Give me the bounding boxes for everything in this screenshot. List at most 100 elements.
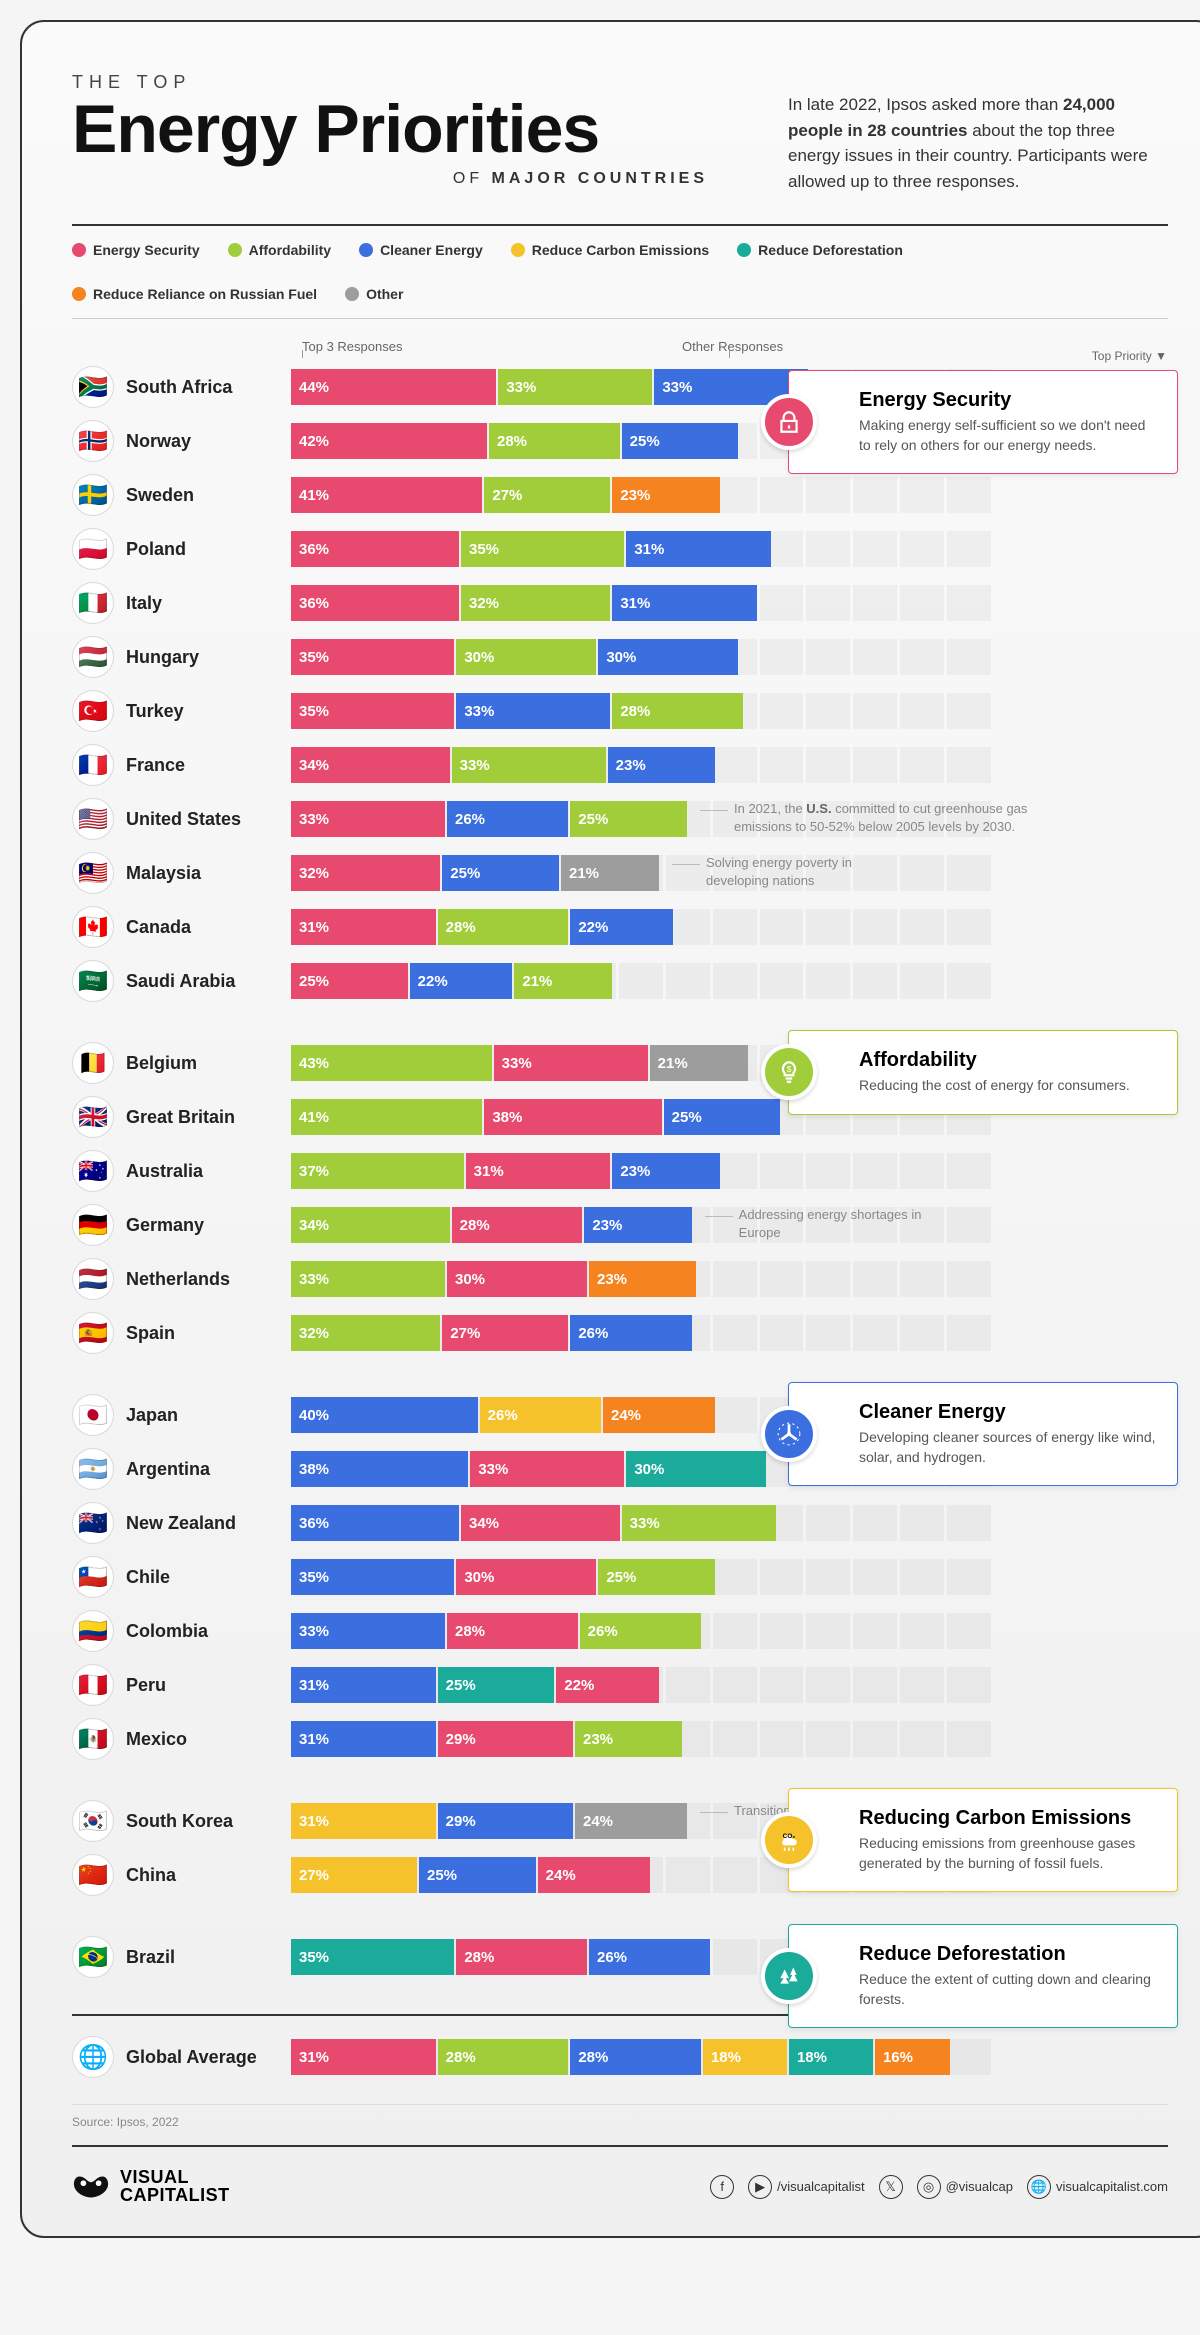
country-name: Great Britain	[126, 1107, 291, 1128]
bar-area: 32%27%26%	[291, 1315, 991, 1351]
legend: Energy SecurityAffordabilityCleaner Ener…	[72, 224, 1168, 319]
bar-segment: 23%	[612, 1153, 719, 1189]
callout-title: Reduce Deforestation	[859, 1943, 1157, 1966]
bar-segment: 24%	[603, 1397, 715, 1433]
legend-item: Other	[345, 286, 403, 302]
legend-item: Reduce Reliance on Russian Fuel	[72, 286, 317, 302]
country-row: 🇳🇱Netherlands33%30%23%	[72, 1252, 1168, 1306]
bar-segment: 21%	[514, 963, 612, 999]
legend-dot	[72, 243, 86, 257]
social-links: f ▶/visualcapitalist 𝕏 ◎@visualcap 🌐visu…	[710, 2175, 1168, 2199]
title-block: THE TOP Energy Priorities OF MAJOR COUNT…	[72, 72, 748, 188]
bar-area: 41%27%23%	[291, 477, 991, 513]
axis-label-other: Other Responses	[682, 339, 783, 354]
bar-segment: 26%	[580, 1613, 701, 1649]
flag-icon: 🇰🇷	[72, 1800, 114, 1842]
flag-icon: 🇬🇧	[72, 1096, 114, 1138]
callout-title: Reducing Carbon Emissions	[859, 1807, 1157, 1830]
bar-segment: 31%	[291, 909, 436, 945]
bar-segment: 31%	[466, 1153, 611, 1189]
bar-segment: 30%	[626, 1451, 766, 1487]
bar-segment: 38%	[291, 1451, 468, 1487]
bar-segment: 25%	[438, 1667, 555, 1703]
bar-segment: 33%	[291, 1261, 445, 1297]
country-name: Sweden	[126, 485, 291, 506]
country-name: Malaysia	[126, 863, 291, 884]
bar-segment: 43%	[291, 1045, 492, 1081]
country-name: Canada	[126, 917, 291, 938]
bar-segment: 28%	[456, 1939, 587, 1975]
legend-label: Reduce Deforestation	[758, 242, 903, 258]
bar-segment: 36%	[291, 531, 459, 567]
country-name: Australia	[126, 1161, 291, 1182]
bar-segment: 28%	[612, 693, 743, 729]
legend-item: Affordability	[228, 242, 331, 258]
callout-desc: Developing cleaner sources of energy lik…	[859, 1428, 1157, 1467]
axis-label-top3: Top 3 Responses	[302, 339, 682, 354]
country-row: 🇮🇹Italy36%32%31%	[72, 576, 1168, 630]
bar-segment: 22%	[410, 963, 513, 999]
annotation: Solving energy poverty in developing nat…	[706, 854, 906, 889]
country-row: 🇪🇸Spain32%27%26%	[72, 1306, 1168, 1360]
bar-segment: 27%	[291, 1857, 417, 1893]
bar-segment: 31%	[291, 1803, 436, 1839]
country-row: 🇩🇪Germany34%28%23%	[72, 1198, 1168, 1252]
bar-segment: 34%	[291, 1207, 450, 1243]
country-row: 🇨🇴Colombia33%28%26%	[72, 1604, 1168, 1658]
country-name: Chile	[126, 1567, 291, 1588]
country-name: South Korea	[126, 1811, 291, 1832]
bar-segment: 35%	[291, 1939, 454, 1975]
country-row: 🇹🇷Turkey35%33%28%	[72, 684, 1168, 738]
bar-segment: 33%	[470, 1451, 624, 1487]
flag-icon: 🇲🇽	[72, 1718, 114, 1760]
bar-segment: 23%	[584, 1207, 691, 1243]
country-name: United States	[126, 809, 291, 830]
bar-area: 37%31%23%	[291, 1153, 991, 1189]
bar-segment: 35%	[291, 693, 454, 729]
bar-segment: 33%	[291, 801, 445, 837]
bar-segment: 30%	[598, 639, 738, 675]
bar-area: 35%33%28%	[291, 693, 991, 729]
country-name: Mexico	[126, 1729, 291, 1750]
legend-dot	[511, 243, 525, 257]
flag-icon: 🇸🇦	[72, 960, 114, 1002]
footer: VISUAL CAPITALIST f ▶/visualcapitalist 𝕏…	[72, 2145, 1168, 2206]
axis-labels: Top 3 Responses Other Responses	[302, 339, 1168, 354]
bar-segment: 38%	[484, 1099, 661, 1135]
country-name: Norway	[126, 431, 291, 452]
legend-label: Cleaner Energy	[380, 242, 483, 258]
flag-icon: 🇨🇦	[72, 906, 114, 948]
bar-segment: 36%	[291, 585, 459, 621]
country-name: Germany	[126, 1215, 291, 1236]
country-row: 🌐Global Average31%28%28%18%18%16%	[72, 2030, 1168, 2084]
callout-title: Affordability	[859, 1049, 1157, 1072]
bar-segment: 31%	[291, 1667, 436, 1703]
facebook-icon: f	[710, 2175, 734, 2199]
bar-segment: 31%	[291, 1721, 436, 1757]
flag-icon: 🇸🇪	[72, 474, 114, 516]
social-handle-2: @visualcap	[946, 2179, 1013, 2194]
bar-segment: 37%	[291, 1153, 464, 1189]
bar-segment: 29%	[438, 1721, 573, 1757]
instagram-icon: ◎	[917, 2175, 941, 2199]
globe-icon: 🌐	[1027, 2175, 1051, 2199]
x-icon: 𝕏	[879, 2175, 903, 2199]
bar-segment: 44%	[291, 369, 496, 405]
bar-segment: 21%	[650, 1045, 748, 1081]
bar-area: 31%28%28%18%18%16%	[291, 2039, 991, 2075]
country-name: China	[126, 1865, 291, 1886]
bar-segment: 32%	[461, 585, 610, 621]
flag-icon: 🇦🇺	[72, 1150, 114, 1192]
bar-segment: 22%	[556, 1667, 659, 1703]
bar-segment: 30%	[456, 639, 596, 675]
social-handle-1: /visualcapitalist	[777, 2179, 864, 2194]
country-row: 🇨🇱Chile35%30%25%	[72, 1550, 1168, 1604]
bar-segment: 23%	[589, 1261, 696, 1297]
flag-icon: 🇭🇺	[72, 636, 114, 678]
flag-icon: 🇪🇸	[72, 1312, 114, 1354]
bar-segment: 34%	[461, 1505, 620, 1541]
country-row: 🇵🇱Poland36%35%31%	[72, 522, 1168, 576]
legend-dot	[737, 243, 751, 257]
country-row: 🇳🇿New Zealand36%34%33%	[72, 1496, 1168, 1550]
annotation: Addressing energy shortages in Europe	[739, 1206, 939, 1241]
